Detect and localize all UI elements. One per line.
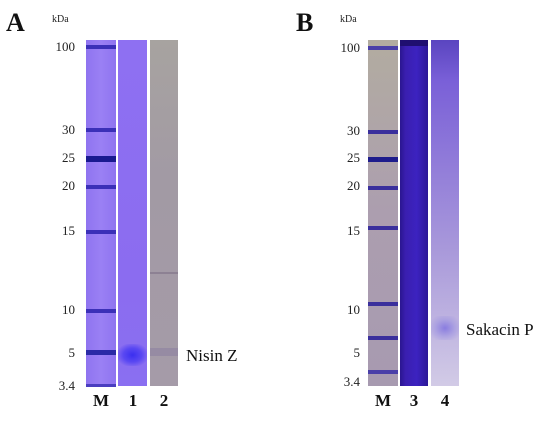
- marker-label-5: 5: [68, 345, 76, 360]
- gel-lane-1: [118, 40, 147, 386]
- marker-label-3-4: 3.4: [58, 378, 75, 393]
- ladder-band: [86, 384, 116, 387]
- marker-label-15: 15: [347, 223, 360, 238]
- ladder-band: [368, 336, 398, 340]
- smear-band: [400, 40, 428, 46]
- lane-label-m: M: [374, 391, 392, 410]
- panel-b: B kDa 100 30 25 20 15 10 5 3.4 M 3 4 Sak…: [280, 0, 550, 439]
- ladder-band: [368, 302, 398, 306]
- ladder-band: [86, 350, 116, 355]
- faint-band: [150, 272, 178, 274]
- marker-label-5: 5: [353, 345, 361, 360]
- marker-label-10: 10: [347, 302, 360, 317]
- panel-a: A kDa 100 30 25 20 15 10 5 3.4 M 1 2 Nis…: [0, 0, 270, 439]
- ladder-band: [86, 185, 116, 189]
- lane-label-m: M: [92, 391, 110, 410]
- marker-label-100: 100: [55, 39, 76, 54]
- gel-lane-4: [431, 40, 459, 386]
- lane-label-1: 1: [128, 391, 138, 410]
- sakacin-p-band: [431, 316, 459, 340]
- ladder-band: [368, 130, 398, 134]
- ladder-band: [368, 186, 398, 190]
- ladder-band: [86, 128, 116, 132]
- ladder-band: [86, 156, 116, 162]
- ladder-band: [86, 45, 116, 49]
- marker-label-30: 30: [62, 122, 75, 137]
- lane-label-2: 2: [159, 391, 169, 410]
- ladder-band: [368, 226, 398, 230]
- ladder-band: [86, 230, 116, 234]
- marker-label-10: 10: [62, 302, 75, 317]
- panel-letter: A: [6, 8, 25, 37]
- lane-label-4: 4: [440, 391, 450, 410]
- annotation-nisin-z: Nisin Z: [186, 346, 238, 365]
- gel-lane-3: [400, 40, 428, 386]
- unit-label: kDa: [340, 14, 357, 25]
- marker-label-15: 15: [62, 223, 75, 238]
- ladder-band: [368, 157, 398, 162]
- gel-lane-m: [86, 40, 116, 387]
- ladder-band: [368, 46, 398, 50]
- marker-label-25: 25: [347, 150, 360, 165]
- unit-label: kDa: [52, 14, 69, 25]
- gel-lane-2: [150, 40, 178, 386]
- marker-label-30: 30: [347, 123, 360, 138]
- ladder-band: [86, 309, 116, 313]
- marker-label-3-4: 3.4: [343, 374, 360, 389]
- marker-label-25: 25: [62, 150, 75, 165]
- annotation-sakacin-p: Sakacin P: [466, 320, 534, 339]
- lane-label-3: 3: [409, 391, 419, 410]
- panel-letter: B: [296, 8, 314, 37]
- nisin-z-band: [118, 344, 147, 366]
- gel-lane-m: [368, 40, 398, 386]
- faint-band: [150, 348, 178, 356]
- marker-label-20: 20: [62, 178, 75, 193]
- ladder-band: [368, 370, 398, 374]
- marker-label-100: 100: [340, 40, 361, 55]
- marker-label-20: 20: [347, 178, 360, 193]
